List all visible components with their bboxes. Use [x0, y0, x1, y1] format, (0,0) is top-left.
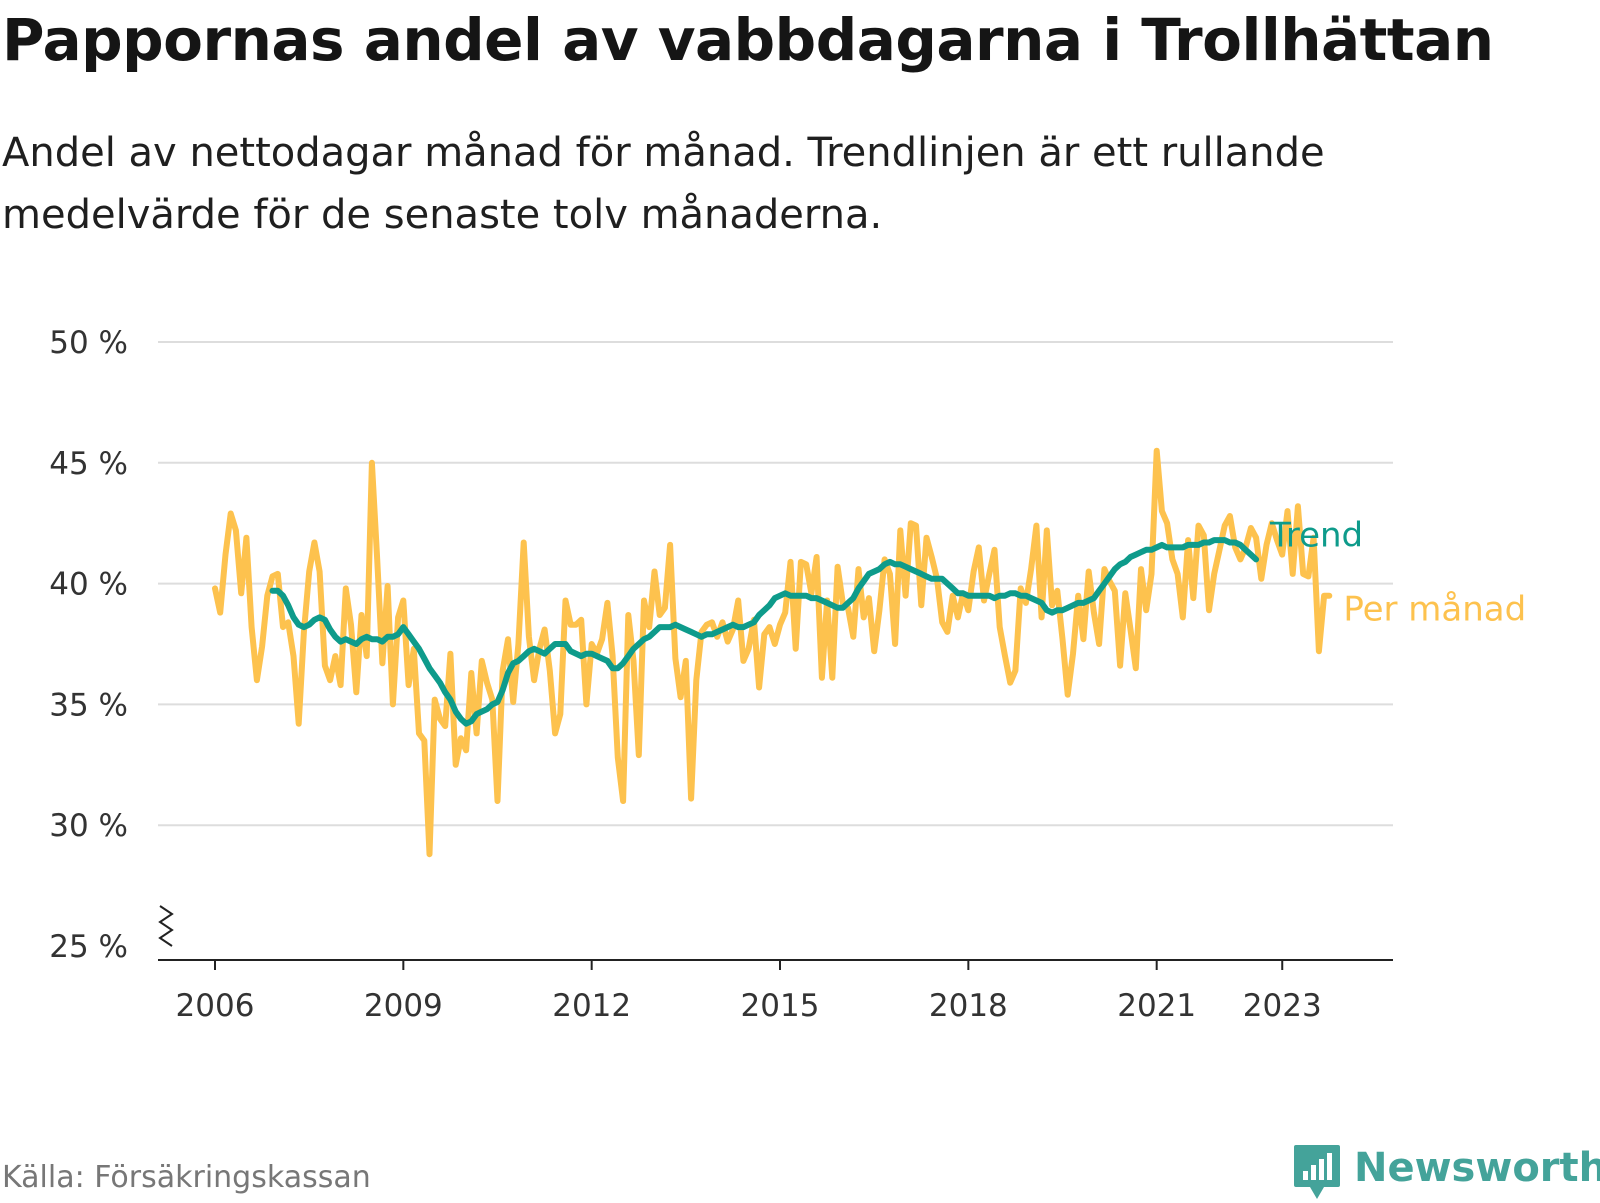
- y-axis-tick-labels: 25 % 30 % 35 % 40 % 45 % 50 %: [49, 325, 128, 965]
- y-tick-label-35: 35 %: [49, 687, 128, 723]
- x-tick-label-2018: 2018: [929, 988, 1008, 1024]
- y-tick-label-50: 50 %: [49, 325, 128, 361]
- y-tick-label-40: 40 %: [49, 567, 128, 603]
- series-labels: Per månad Trend: [1269, 515, 1526, 629]
- source-credit: Källa: Försäkringskassan: [2, 1160, 371, 1195]
- series-lines: [212, 447, 1333, 858]
- x-tick-label-2023: 2023: [1243, 988, 1322, 1024]
- y-tick-label-25: 25 %: [49, 929, 128, 965]
- x-tick-label-2012: 2012: [552, 988, 631, 1024]
- x-tick-label-2021: 2021: [1117, 988, 1196, 1024]
- x-axis: 2006 2009 2012 2015 2018 2021 2023: [158, 905, 1393, 1024]
- bar-chart-bubble-icon: [1294, 1145, 1340, 1199]
- x-tick-label-2015: 2015: [741, 988, 820, 1024]
- axis-break-icon: [158, 905, 174, 947]
- brand-name: Newsworthy: [1354, 1145, 1600, 1191]
- x-tick-label-2009: 2009: [364, 988, 443, 1024]
- y-tick-label-45: 45 %: [49, 446, 128, 482]
- series-label-trend: Trend: [1269, 515, 1363, 555]
- chart-title: Pappornas andel av vabbdagarna i Trollhä…: [2, 6, 1494, 74]
- chart-subtitle: Andel av nettodagar månad för månad. Tre…: [2, 130, 1325, 238]
- series-label-per-manad: Per månad: [1343, 590, 1526, 630]
- x-tick-label-2006: 2006: [176, 988, 255, 1024]
- series-line-trend: [269, 537, 1260, 727]
- series-line-per-manad: [212, 447, 1333, 858]
- y-tick-label-30: 30 %: [49, 808, 128, 844]
